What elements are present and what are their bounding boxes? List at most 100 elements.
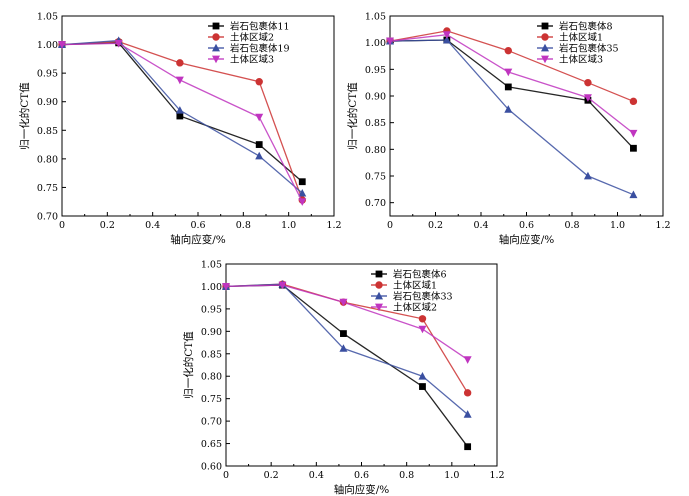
- data-point: [504, 105, 513, 113]
- data-point: [442, 35, 451, 44]
- x-tick-label: 1.0: [281, 220, 296, 231]
- data-point: [504, 68, 513, 77]
- x-tick-label: 0: [59, 220, 65, 231]
- y-tick-label: 0.80: [201, 372, 222, 383]
- y-axis-label: 归一化的CT值: [182, 331, 195, 399]
- data-point: [629, 190, 638, 199]
- y-tick-label: 0.80: [37, 154, 58, 165]
- legend-label: 岩石包裹体6: [393, 269, 447, 281]
- legend-label: 土体区域2: [393, 302, 437, 314]
- legend-marker: [375, 281, 383, 289]
- y-tick-label: 0.65: [201, 439, 222, 450]
- legend-marker: [375, 291, 383, 300]
- legend-marker: [212, 43, 220, 52]
- series-line: [61, 42, 303, 202]
- data-point: [386, 37, 394, 46]
- data-point: [504, 83, 512, 91]
- data-point: [255, 113, 264, 122]
- y-tick-label: 0.85: [37, 126, 58, 137]
- legend-marker: [212, 55, 220, 64]
- legend-marker: [375, 270, 383, 278]
- y-tick-label: 0.70: [201, 417, 222, 428]
- data-point: [463, 389, 472, 397]
- y-tick-label: 0.70: [37, 212, 58, 223]
- y-tick-label: 1.00: [37, 40, 58, 51]
- data-point: [629, 129, 638, 138]
- data-point: [175, 76, 184, 85]
- data-point: [464, 443, 472, 451]
- data-point: [339, 344, 348, 352]
- data-point: [340, 330, 347, 337]
- x-axis-label: 轴向应变/%: [334, 483, 390, 496]
- x-tick-label: 0.2: [428, 220, 443, 231]
- legend-marker: [541, 55, 549, 64]
- y-tick-label: 0.80: [365, 145, 386, 156]
- y-axis-label: 归一化的CT值: [18, 82, 31, 150]
- data-point: [176, 112, 184, 120]
- x-tick-label: 0.6: [190, 220, 205, 231]
- y-tick-label: 0.70: [365, 198, 386, 209]
- x-tick-label: 0.4: [145, 220, 160, 231]
- data-point: [463, 410, 472, 418]
- legend-label: 土体区域1: [393, 280, 437, 292]
- x-tick-label: 0.8: [399, 470, 414, 481]
- legend-marker: [212, 22, 220, 30]
- y-tick-label: 0.85: [201, 349, 222, 360]
- y-tick-label: 1.05: [201, 260, 222, 271]
- y-tick-label: 0.95: [201, 304, 222, 315]
- data-point: [630, 144, 637, 152]
- y-tick-label: 0.75: [365, 172, 386, 183]
- data-point: [583, 171, 592, 180]
- data-point: [278, 281, 287, 290]
- data-point: [629, 97, 638, 106]
- legend-label: 岩石包裹体19: [230, 43, 290, 55]
- legend-label: 土体区域2: [230, 32, 274, 44]
- x-tick-label: 1.0: [444, 470, 459, 481]
- legend-label: 岩石包裹体35: [559, 43, 619, 55]
- plot-frame: [389, 15, 664, 217]
- data-point: [418, 325, 427, 334]
- data-point: [255, 78, 263, 86]
- x-axis-label: 轴向应变/%: [499, 233, 555, 246]
- y-tick-label: 0.85: [365, 118, 386, 129]
- legend-label: 岩石包裹体33: [393, 291, 453, 303]
- legend-marker: [375, 303, 383, 312]
- x-tick-label: 0.8: [236, 220, 251, 231]
- data-point: [176, 59, 184, 67]
- legend-marker: [541, 43, 549, 52]
- x-tick-label: 0.6: [519, 220, 534, 231]
- y-axis-label: 归一化的CT值: [346, 82, 359, 150]
- y-tick-label: 0.90: [365, 92, 386, 103]
- data-point: [298, 198, 307, 206]
- x-tick-label: 0.2: [100, 220, 115, 231]
- data-point: [222, 283, 230, 291]
- legend-label: 岩石包裹体8: [559, 21, 613, 33]
- x-tick-label: 0: [223, 470, 229, 481]
- data-point: [339, 298, 348, 307]
- y-tick-label: 1.05: [365, 12, 386, 23]
- data-point: [584, 78, 592, 87]
- x-tick-label: 0.4: [473, 220, 488, 231]
- data-point: [255, 141, 263, 148]
- y-tick-label: 0.90: [37, 97, 58, 108]
- chart-panel-3: 0 0.2 0.4 0.6 0.8 1.0 1.2 0.60 0.65 0.70 0.75 0.80 0…: [182, 260, 505, 496]
- data-point: [418, 315, 427, 323]
- y-tick-label: 0.95: [37, 69, 58, 80]
- data-point: [419, 383, 426, 390]
- y-tick-label: 1.00: [365, 38, 386, 49]
- data-point: [418, 372, 427, 380]
- legend-label: 岩石包裹体11: [230, 21, 290, 33]
- legend-marker: [541, 33, 549, 41]
- plot-frame: [225, 263, 498, 467]
- data-point: [583, 94, 592, 102]
- legend-marker: [541, 22, 549, 30]
- x-tick-label: 1.0: [610, 220, 625, 231]
- y-tick-label: 0.90: [201, 327, 222, 338]
- chart-panel-2: 0 0.2 0.4 0.6 0.8 1.0 1.2 0.70 0.75 0.80 0.85 0.90 0…: [346, 12, 671, 247]
- data-point: [442, 31, 451, 39]
- x-axis-label: 轴向应变/%: [170, 233, 226, 246]
- x-tick-label: 1.2: [326, 220, 341, 231]
- y-tick-label: 0.60: [201, 462, 222, 473]
- y-tick-label: 0.95: [365, 65, 386, 76]
